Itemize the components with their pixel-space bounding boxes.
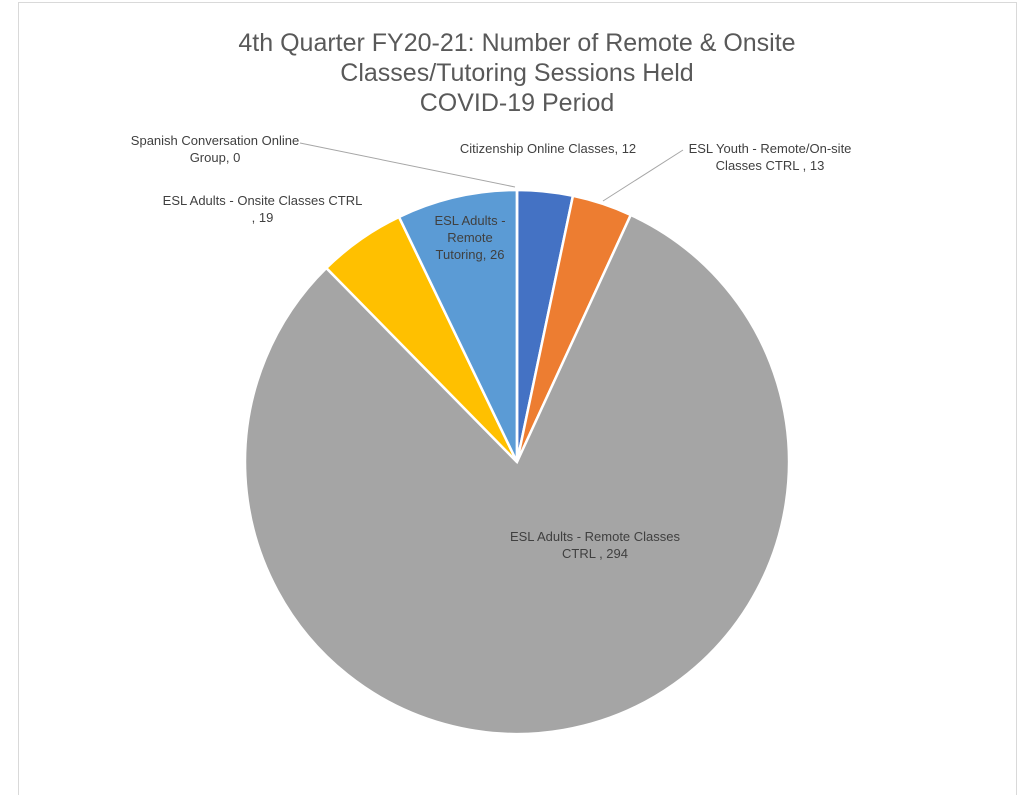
data-label-box: Citizenship Online Classes, 12 — [459, 141, 637, 156]
data-label: ESL Youth - Remote/On-site Classes CTRL … — [688, 141, 852, 173]
label-category: ESL Youth - Remote/On-site Classes CTRL — [688, 141, 852, 173]
pie-slice — [397, 188, 519, 463]
leader-line — [299, 142, 516, 188]
data-label: ESL Adults - Remote Classes CTRL , 294 — [509, 529, 681, 561]
label-value: 26 — [489, 247, 505, 262]
label-value: 294 — [606, 546, 628, 561]
data-label-box: ESL Adults - Remote Classes CTRL , 294 — [509, 529, 681, 561]
label-category: Spanish Conversation Online Group — [130, 133, 300, 165]
pie-slice — [243, 213, 791, 736]
label-category: ESL Adults - Remote Classes CTRL — [509, 529, 681, 561]
data-label: Spanish Conversation Online Group, 0 — [130, 133, 300, 165]
label-value: 0 — [233, 150, 241, 165]
label-value: 12 — [621, 141, 637, 156]
label-category: ESL Adults - Onsite Classes CTRL — [162, 193, 363, 208]
leader-line — [602, 149, 684, 202]
data-label: Citizenship Online Classes, 12 — [459, 141, 637, 156]
data-label: ESL Adults - Onsite Classes CTRL , 19 — [162, 193, 363, 225]
label-value: 19 — [258, 210, 274, 225]
label-category: ESL Adults - Remote Tutoring — [434, 213, 506, 262]
title-wrap: 4th Quarter FY20-21: Number of Remote & … — [140, 28, 894, 118]
chart-subtitle: COVID-19 Period — [419, 89, 615, 117]
chart-title: 4th Quarter FY20-21: Number of Remote & … — [238, 29, 796, 87]
pie — [243, 188, 791, 736]
label-category: Citizenship Online Classes — [459, 141, 615, 156]
data-label-box: ESL Youth - Remote/On-site Classes CTRL … — [688, 141, 852, 173]
data-label-box: ESL Adults - Onsite Classes CTRL , 19 — [162, 193, 363, 225]
label-value: 13 — [809, 158, 825, 173]
title-box: 4th Quarter FY20-21: Number of Remote & … — [140, 28, 894, 118]
data-label-box: ESL Adults - Remote Tutoring, 26 — [434, 213, 506, 262]
data-label-box: Spanish Conversation Online Group, 0 — [130, 133, 300, 165]
data-label: ESL Adults - Remote Tutoring, 26 — [434, 213, 506, 262]
